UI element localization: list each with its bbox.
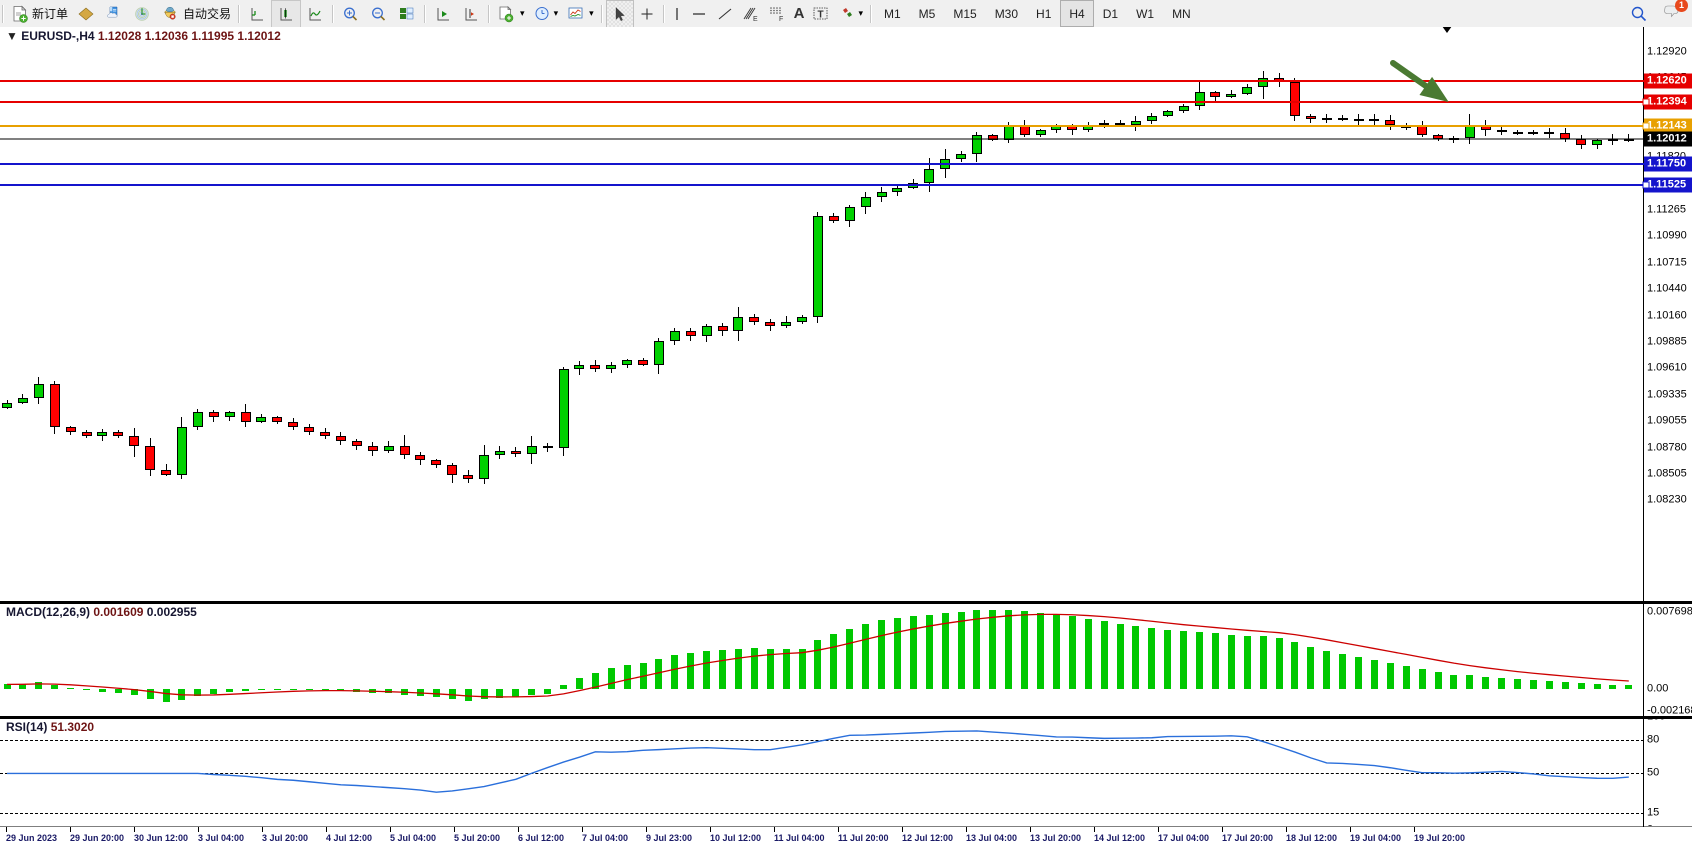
svg-text:E: E [753,16,758,23]
svg-text:T: T [818,9,824,20]
svg-text:F: F [779,16,783,23]
